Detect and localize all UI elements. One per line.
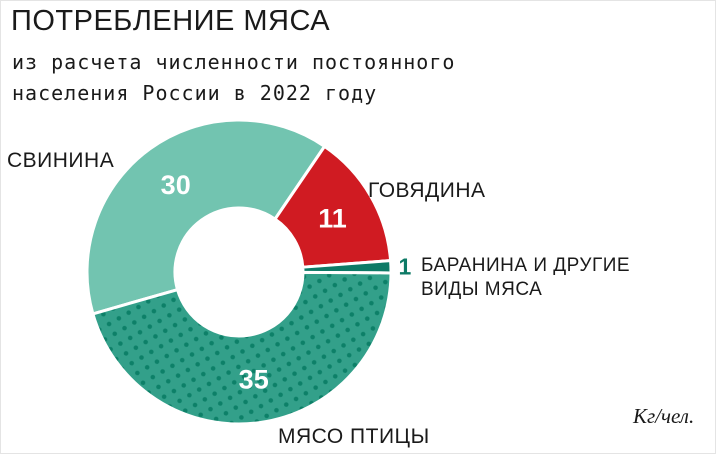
segment-label-lamb-line-1: БАРАНИНА И ДРУГИЕ — [421, 255, 631, 276]
segment-label-poultry: МЯСО ПТИЦЫ — [278, 425, 430, 448]
segment-label-beef: ГОВЯДИНА — [368, 179, 486, 202]
chart-subtitle-line-1: из расчета численности постоянного — [12, 50, 456, 74]
chart-subtitle: из расчета численности постоянного насел… — [12, 47, 455, 109]
segment-value-beef: 11 — [318, 204, 347, 234]
chart-title: ПОТРЕБЛЕНИЕ МЯСА — [11, 5, 331, 37]
segment-label-pork: СВИНИНА — [7, 149, 115, 172]
chart-subtitle-line-2: населения России в 2022 году — [12, 81, 378, 105]
unit-note: Кг/чел. — [633, 404, 695, 428]
segment-value-lamb: 1 — [399, 254, 412, 280]
segment-label-lamb: БАРАНИНА И ДРУГИЕ ВИДЫ МЯСА — [421, 254, 630, 302]
segment-value-pork: 30 — [161, 170, 191, 200]
donut-segment-beef — [273, 144, 393, 269]
segment-value-poultry: 35 — [239, 365, 269, 395]
donut-segment-poultry — [91, 270, 393, 426]
donut-segment-pork — [85, 118, 327, 316]
segment-label-lamb-line-2: ВИДЫ МЯСА — [421, 279, 543, 300]
